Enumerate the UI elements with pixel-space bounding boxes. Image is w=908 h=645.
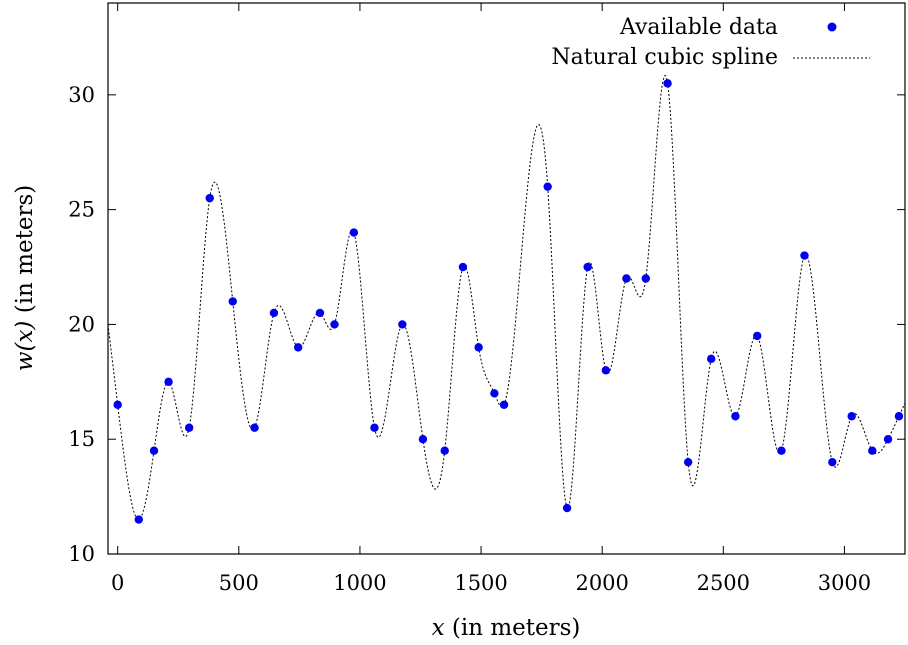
data-point — [777, 446, 786, 455]
data-point — [349, 228, 359, 237]
data-point — [641, 274, 650, 283]
data-point — [330, 320, 339, 329]
data-point — [113, 400, 122, 409]
data-point — [731, 412, 740, 421]
x-tick-label: 2500 — [697, 571, 750, 595]
y-tick-label: 15 — [68, 427, 95, 451]
data-point — [228, 297, 237, 306]
data-point — [184, 423, 194, 432]
x-tick-label: 0 — [111, 571, 124, 595]
data-point — [543, 182, 552, 191]
x-tick-label: 2000 — [575, 571, 628, 595]
x-tick-label: 1000 — [333, 571, 386, 595]
data-point — [499, 400, 509, 409]
data-point — [370, 423, 379, 432]
y-tick-label: 20 — [68, 312, 95, 336]
data-point — [418, 435, 428, 444]
y-tick-label: 25 — [68, 198, 95, 222]
x-axis-title: x (in meters) — [432, 615, 581, 641]
y-axis-var: w(x) — [12, 321, 38, 372]
legend-label-data: Available data — [619, 15, 778, 40]
data-point — [663, 79, 672, 88]
data-point — [868, 446, 877, 455]
plot-frame — [107, 2, 906, 555]
legend: Available data Natural cubic spline — [551, 15, 870, 70]
data-point — [828, 457, 837, 467]
data-point — [601, 366, 611, 375]
y-axis-title: w(x) (in meters) — [12, 185, 38, 371]
data-point — [800, 251, 809, 260]
data-point — [134, 515, 143, 524]
data-point — [894, 412, 904, 421]
y-axis-unit: (in meters) — [12, 185, 38, 321]
data-point — [707, 354, 716, 364]
data-point — [250, 423, 259, 432]
data-point — [458, 262, 468, 272]
data-point — [269, 308, 279, 318]
data-point — [490, 389, 499, 398]
y-tick-label: 30 — [68, 83, 95, 107]
x-axis-var: x — [432, 615, 445, 641]
data-point — [583, 262, 592, 272]
data-point — [164, 377, 173, 387]
legend-label-spline: Natural cubic spline — [551, 45, 778, 70]
data-point — [205, 193, 214, 203]
data-point — [562, 503, 572, 513]
x-tick-label: 3000 — [818, 571, 871, 595]
data-point — [440, 446, 449, 455]
x-tick-label: 500 — [219, 571, 259, 595]
y-tick-label: 10 — [68, 542, 95, 566]
x-axis-unit: (in meters) — [445, 615, 581, 641]
data-point — [293, 343, 303, 352]
data-point — [683, 457, 693, 467]
x-tick-label: 1500 — [454, 571, 507, 595]
spline-curve — [107, 74, 906, 521]
data-points — [113, 79, 904, 524]
data-point — [847, 412, 856, 421]
data-point — [149, 446, 159, 455]
legend-marker-data — [827, 22, 837, 32]
data-point — [883, 435, 893, 444]
data-point — [753, 331, 762, 341]
data-point — [398, 320, 407, 329]
data-point — [315, 308, 325, 318]
data-point — [474, 343, 483, 352]
data-point — [622, 274, 631, 283]
axis-ticks: 0 500 1000 1500 2000 2500 3000 10 15 20 25 30 — [68, 3, 905, 595]
